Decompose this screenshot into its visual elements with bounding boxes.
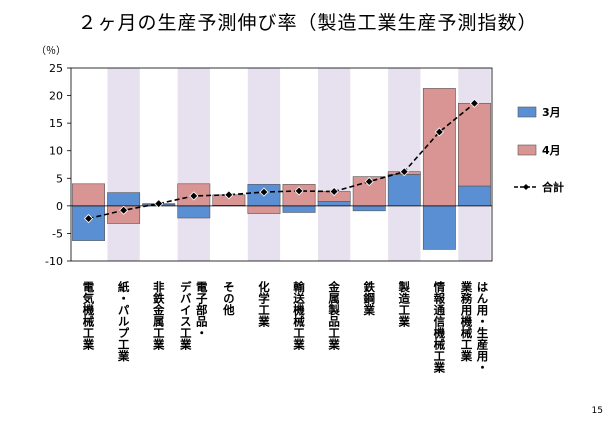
total-point	[259, 187, 269, 197]
x-tick-label: 輸送機械工業	[292, 280, 306, 351]
bar-3月	[317, 201, 351, 207]
legend-swatch	[517, 144, 537, 156]
x-tick-label: はん用・生産用・	[475, 281, 489, 373]
plot-border	[70, 67, 493, 262]
y-tick-label: -10	[45, 255, 63, 268]
x-tick-label: デバイス工業	[179, 280, 193, 351]
bar-4月	[458, 102, 491, 187]
x-tick-label: 業務用機械工業	[459, 280, 473, 362]
legend-marker	[523, 184, 529, 190]
x-tick-label: 電気機械工業	[82, 281, 96, 351]
shaded-column	[388, 68, 421, 261]
x-tick-label: 非鉄金属工業	[152, 280, 166, 351]
x-tick-label: その他	[222, 281, 236, 316]
shaded-column	[177, 68, 210, 261]
total-point	[329, 186, 339, 197]
y-tick-label: 10	[49, 145, 63, 158]
x-tick-label: 化学工業	[257, 280, 271, 328]
legend-swatch	[517, 106, 537, 118]
bar-4月	[72, 183, 105, 207]
page-number: 15	[591, 406, 603, 416]
y-tick-label: 15	[49, 117, 63, 130]
bar-3月	[177, 205, 211, 219]
y-tick-label: -5	[52, 227, 63, 240]
shaded-column	[107, 68, 140, 261]
x-tick-label: 金属製品工業	[327, 280, 341, 351]
y-axis-label: （％）	[36, 45, 66, 57]
total-point	[83, 213, 94, 224]
total-point	[189, 191, 199, 201]
total-point	[119, 205, 129, 215]
bar-3月	[352, 205, 386, 212]
legend-label: 4月	[542, 144, 561, 157]
y-tick-label: 5	[56, 172, 63, 185]
x-tick-label: 製造工業	[397, 280, 411, 328]
bar-3月	[282, 205, 316, 213]
bar-3月	[422, 205, 456, 250]
shaded-column	[317, 68, 351, 261]
total-point	[294, 186, 304, 196]
y-tick-label: 0	[56, 200, 63, 213]
legend-label: 3月	[542, 106, 561, 119]
total-point	[434, 127, 444, 137]
y-tick-label: 25	[49, 62, 63, 75]
y-tick-label: 20	[49, 90, 63, 103]
legend-label: 合計	[542, 180, 564, 194]
bar-3月	[72, 205, 105, 241]
bar-3月	[458, 185, 491, 207]
bar-3月	[107, 192, 141, 207]
shaded-column	[247, 68, 281, 261]
bar-4月	[422, 88, 456, 207]
x-tick-label: 情報通信機械工業	[432, 280, 446, 374]
x-tick-label: 電子部品・	[195, 281, 209, 339]
chart-title: ２ヶ月の生産予測伸び率（製造工業生産予測指数）	[77, 12, 538, 34]
bar-3月	[387, 174, 421, 207]
x-tick-label: 鉄鋼業	[362, 280, 376, 316]
total-point	[154, 199, 164, 209]
total-point	[224, 190, 234, 200]
total-point	[364, 177, 374, 187]
total-point	[469, 98, 480, 108]
total-point	[399, 167, 409, 177]
total-line	[88, 102, 475, 220]
x-tick-label: 紙・パルプ工業	[117, 280, 131, 362]
bar-4月	[247, 205, 281, 214]
